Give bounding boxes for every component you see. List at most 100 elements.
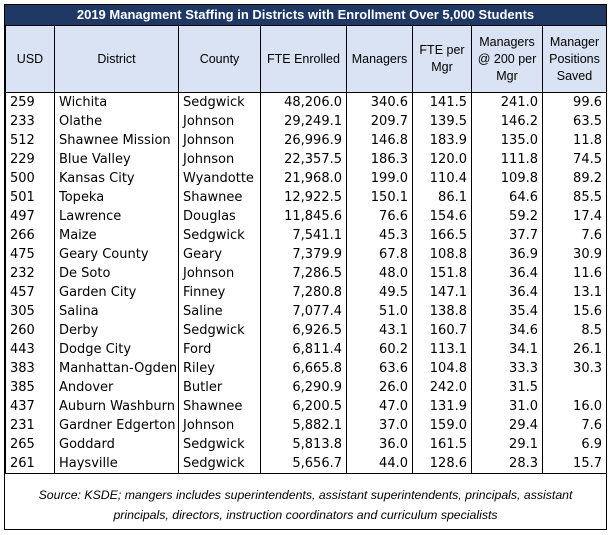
managers-cell: 51.0	[346, 302, 413, 321]
district-cell: Kansas City	[54, 169, 179, 188]
fte-enrolled-cell: 5,882.1	[260, 416, 347, 435]
managers-at-200-cell: 36.9	[471, 245, 543, 264]
fte-per-mgr-cell: 110.4	[412, 169, 472, 188]
positions-saved-cell: 8.5	[542, 321, 607, 340]
county-cell: Sedgwick	[178, 454, 261, 474]
fte-per-mgr-cell: 159.0	[412, 416, 472, 435]
managers-cell: 43.1	[346, 321, 413, 340]
table-row: 231 Gardner Edgerton Johnson 5,882.1 37.0 159…	[5, 416, 607, 435]
positions-saved-cell: 26.1	[542, 340, 607, 359]
district-cell: Dodge City	[54, 340, 179, 359]
fte-per-mgr-cell: 120.0	[412, 150, 472, 169]
positions-saved-cell: 99.6	[542, 92, 607, 112]
usd-cell: 233	[5, 112, 55, 131]
managers-cell: 209.7	[346, 112, 413, 131]
managers-at-200-cell: 28.3	[471, 454, 543, 474]
table-body: 259 Wichita Sedgwick 48,206.0 340.6 141.5 241.…	[5, 92, 607, 474]
district-cell: Blue Valley	[54, 150, 179, 169]
district-cell: Geary County	[54, 245, 179, 264]
district-cell: Salina	[54, 302, 179, 321]
managers-cell: 47.0	[346, 397, 413, 416]
managers-at-200-cell: 37.7	[471, 226, 543, 245]
managers-at-200-cell: 64.6	[471, 188, 543, 207]
usd-cell: 265	[5, 435, 55, 454]
fte-enrolled-cell: 6,200.5	[260, 397, 347, 416]
managers-at-200-cell: 31.5	[471, 378, 543, 397]
usd-cell: 457	[5, 283, 55, 302]
usd-cell: 501	[5, 188, 55, 207]
district-cell: Wichita	[54, 92, 179, 112]
positions-saved-cell: 74.5	[542, 150, 607, 169]
positions-saved-cell: 85.5	[542, 188, 607, 207]
fte-enrolled-cell: 6,926.5	[260, 321, 347, 340]
positions-saved-cell: 15.7	[542, 454, 607, 474]
managers-at-200-cell: 241.0	[471, 92, 543, 112]
managers-at-200-cell: 29.4	[471, 416, 543, 435]
table-row: 233 Olathe Johnson 29,249.1 209.7 139.5 146.2 6…	[5, 112, 607, 131]
managers-cell: 76.6	[346, 207, 413, 226]
positions-saved-cell: 30.9	[542, 245, 607, 264]
positions-saved-cell: 16.0	[542, 397, 607, 416]
fte-enrolled-cell: 6,665.8	[260, 359, 347, 378]
fte-per-mgr-cell: 104.8	[412, 359, 472, 378]
column-header-managers-at-200: Managers @ 200 per Mgr	[471, 25, 543, 93]
column-header-district: District	[54, 25, 179, 93]
county-cell: Riley	[178, 359, 261, 378]
table-row: 501 Topeka Shawnee 12,922.5 150.1 86.1 64.6 85.…	[5, 188, 607, 207]
usd-cell: 266	[5, 226, 55, 245]
district-cell: Shawnee Mission	[54, 131, 179, 150]
table-title: 2019 Managment Staffing in Districts wit…	[5, 5, 606, 25]
county-cell: Johnson	[178, 131, 261, 150]
usd-cell: 443	[5, 340, 55, 359]
fte-enrolled-cell: 7,077.4	[260, 302, 347, 321]
managers-at-200-cell: 135.0	[471, 131, 543, 150]
managers-at-200-cell: 35.4	[471, 302, 543, 321]
column-header-county: County	[178, 25, 261, 93]
managers-cell: 67.8	[346, 245, 413, 264]
managers-cell: 186.3	[346, 150, 413, 169]
table-row: 475 Geary County Geary 7,379.9 67.8 108.8 36.9…	[5, 245, 607, 264]
managers-cell: 49.5	[346, 283, 413, 302]
positions-saved-cell: 89.2	[542, 169, 607, 188]
county-cell: Finney	[178, 283, 261, 302]
fte-enrolled-cell: 5,656.7	[260, 454, 347, 474]
managers-cell: 26.0	[346, 378, 413, 397]
table-row: 232 De Soto Johnson 7,286.5 48.0 151.8 36.4 11.…	[5, 264, 607, 283]
fte-per-mgr-cell: 138.8	[412, 302, 472, 321]
managers-at-200-cell: 36.4	[471, 283, 543, 302]
table-row: 500 Kansas City Wyandotte 21,968.0 199.0 110.…	[5, 169, 607, 188]
county-cell: Saline	[178, 302, 261, 321]
county-cell: Johnson	[178, 112, 261, 131]
district-cell: De Soto	[54, 264, 179, 283]
managers-at-200-cell: 33.3	[471, 359, 543, 378]
district-cell: Maize	[54, 226, 179, 245]
managers-at-200-cell: 31.0	[471, 397, 543, 416]
table-row: 260 Derby Sedgwick 6,926.5 43.1 160.7 34.6 8.5	[5, 321, 607, 340]
fte-per-mgr-cell: 128.6	[412, 454, 472, 474]
county-cell: Johnson	[178, 150, 261, 169]
table-row: 497 Lawrence Douglas 11,845.6 76.6 154.6 59.2 1…	[5, 207, 607, 226]
table-row: 229 Blue Valley Johnson 22,357.5 186.3 120.0 1…	[5, 150, 607, 169]
usd-cell: 260	[5, 321, 55, 340]
district-cell: Lawrence	[54, 207, 179, 226]
table-row: 265 Goddard Sedgwick 5,813.8 36.0 161.5 29.1 6.…	[5, 435, 607, 454]
source-note: Source: KSDE; mangers includes superinte…	[38, 488, 573, 522]
managers-at-200-cell: 34.1	[471, 340, 543, 359]
table-row: 512 Shawnee Mission Johnson 26,996.9 146.8 18…	[5, 131, 607, 150]
positions-saved-cell: 15.6	[542, 302, 607, 321]
fte-enrolled-cell: 22,357.5	[260, 150, 347, 169]
managers-cell: 44.0	[346, 454, 413, 474]
managers-at-200-cell: 34.6	[471, 321, 543, 340]
managers-at-200-cell: 59.2	[471, 207, 543, 226]
district-cell: Gardner Edgerton	[54, 416, 179, 435]
usd-cell: 259	[5, 92, 55, 112]
fte-per-mgr-cell: 113.1	[412, 340, 472, 359]
district-cell: Olathe	[54, 112, 179, 131]
usd-cell: 231	[5, 416, 55, 435]
header-row: USD District County FTE Enrolled Manager…	[5, 25, 607, 93]
fte-per-mgr-cell: 161.5	[412, 435, 472, 454]
fte-enrolled-cell: 5,813.8	[260, 435, 347, 454]
district-cell: Haysville	[54, 454, 179, 474]
fte-per-mgr-cell: 86.1	[412, 188, 472, 207]
positions-saved-cell: 7.6	[542, 226, 607, 245]
